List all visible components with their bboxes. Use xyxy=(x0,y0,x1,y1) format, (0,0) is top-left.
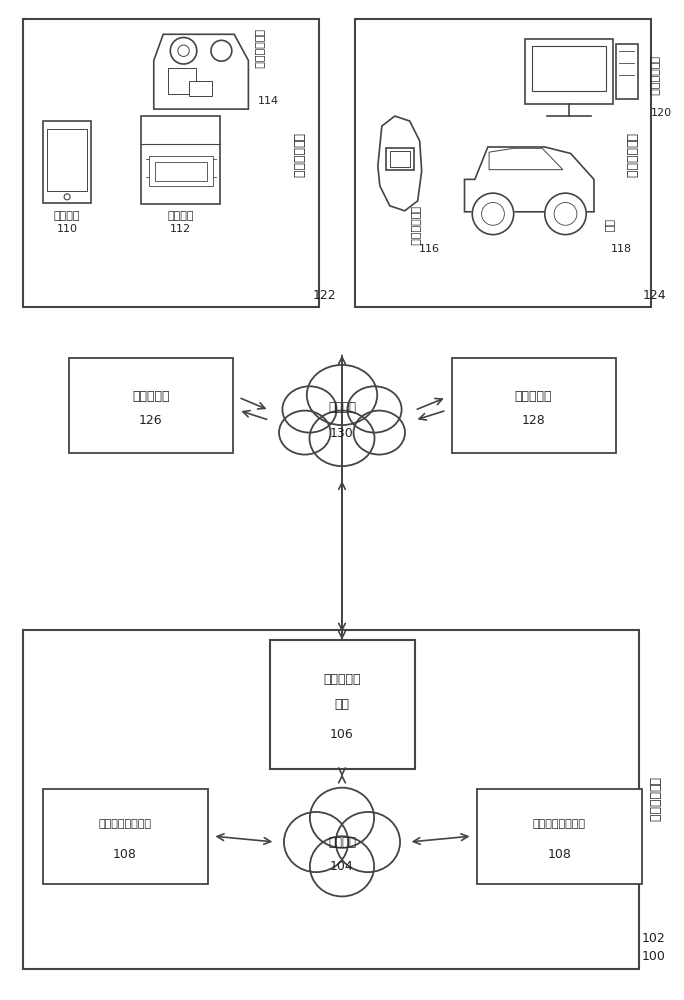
Bar xyxy=(43,789,207,884)
Text: 处理网络注: 处理网络注 xyxy=(324,673,360,686)
Bar xyxy=(141,116,220,204)
Ellipse shape xyxy=(354,411,405,455)
Bar xyxy=(616,44,637,99)
Bar xyxy=(355,19,650,307)
Bar xyxy=(386,148,414,170)
Bar xyxy=(23,19,319,307)
Bar xyxy=(189,81,212,96)
Text: 114: 114 xyxy=(258,96,279,106)
Ellipse shape xyxy=(284,812,348,872)
Bar xyxy=(532,46,606,91)
Ellipse shape xyxy=(279,411,330,455)
Text: 116: 116 xyxy=(419,244,440,254)
Text: 100: 100 xyxy=(642,950,666,963)
Text: 第二注册器: 第二注册器 xyxy=(514,390,552,403)
Text: 120: 120 xyxy=(651,108,672,118)
Text: 移动装置: 移动装置 xyxy=(54,211,81,221)
Text: 处理网络: 处理网络 xyxy=(328,836,356,849)
Text: 126: 126 xyxy=(139,414,163,427)
Bar xyxy=(69,358,233,453)
Ellipse shape xyxy=(347,386,402,433)
Text: 118: 118 xyxy=(611,244,633,254)
Text: 122: 122 xyxy=(313,289,337,302)
Bar xyxy=(390,151,410,167)
Text: 第二联合网络: 第二联合网络 xyxy=(624,133,637,178)
Circle shape xyxy=(544,193,586,235)
Text: 信任管理系统: 信任管理系统 xyxy=(647,777,660,822)
Text: 处理网络联合块链: 处理网络联合块链 xyxy=(533,819,586,829)
Ellipse shape xyxy=(307,365,377,425)
Text: 104: 104 xyxy=(330,860,354,873)
Text: 第一注册器: 第一注册器 xyxy=(132,390,170,403)
Bar xyxy=(43,121,91,203)
Bar xyxy=(525,39,613,104)
Bar xyxy=(47,129,87,191)
Ellipse shape xyxy=(336,812,400,872)
Ellipse shape xyxy=(310,836,374,896)
Text: 汽车: 汽车 xyxy=(604,219,614,232)
Text: 服务器计算机: 服务器计算机 xyxy=(253,29,263,69)
Text: 桌上型计算机: 桌上型计算机 xyxy=(648,56,659,96)
Bar xyxy=(23,630,639,969)
Bar xyxy=(149,156,213,186)
Text: 128: 128 xyxy=(521,414,545,427)
Text: 106: 106 xyxy=(330,728,354,741)
Bar xyxy=(155,162,207,181)
Bar xyxy=(270,640,415,769)
Text: 智能冰箱: 智能冰箱 xyxy=(168,211,194,221)
Text: 130: 130 xyxy=(330,427,354,440)
Circle shape xyxy=(170,37,197,64)
Text: 第一联合网络: 第一联合网络 xyxy=(291,133,304,178)
Circle shape xyxy=(472,193,514,235)
Bar xyxy=(168,68,196,94)
Text: 可穿戴式装置: 可穿戴式装置 xyxy=(410,206,420,246)
Circle shape xyxy=(178,45,189,56)
Text: 通信网络: 通信网络 xyxy=(328,401,356,414)
Text: 102: 102 xyxy=(642,932,666,945)
Ellipse shape xyxy=(309,411,375,466)
Text: 108: 108 xyxy=(113,848,137,861)
Text: 108: 108 xyxy=(547,848,571,861)
Text: 110: 110 xyxy=(57,224,77,234)
Text: 册器: 册器 xyxy=(334,698,350,711)
Text: 处理网络联合块链: 处理网络联合块链 xyxy=(98,819,151,829)
Circle shape xyxy=(211,40,232,61)
Bar xyxy=(451,358,616,453)
Ellipse shape xyxy=(282,386,337,433)
Ellipse shape xyxy=(310,788,374,848)
Text: 112: 112 xyxy=(170,224,192,234)
Bar xyxy=(477,789,642,884)
Text: 124: 124 xyxy=(643,289,666,302)
